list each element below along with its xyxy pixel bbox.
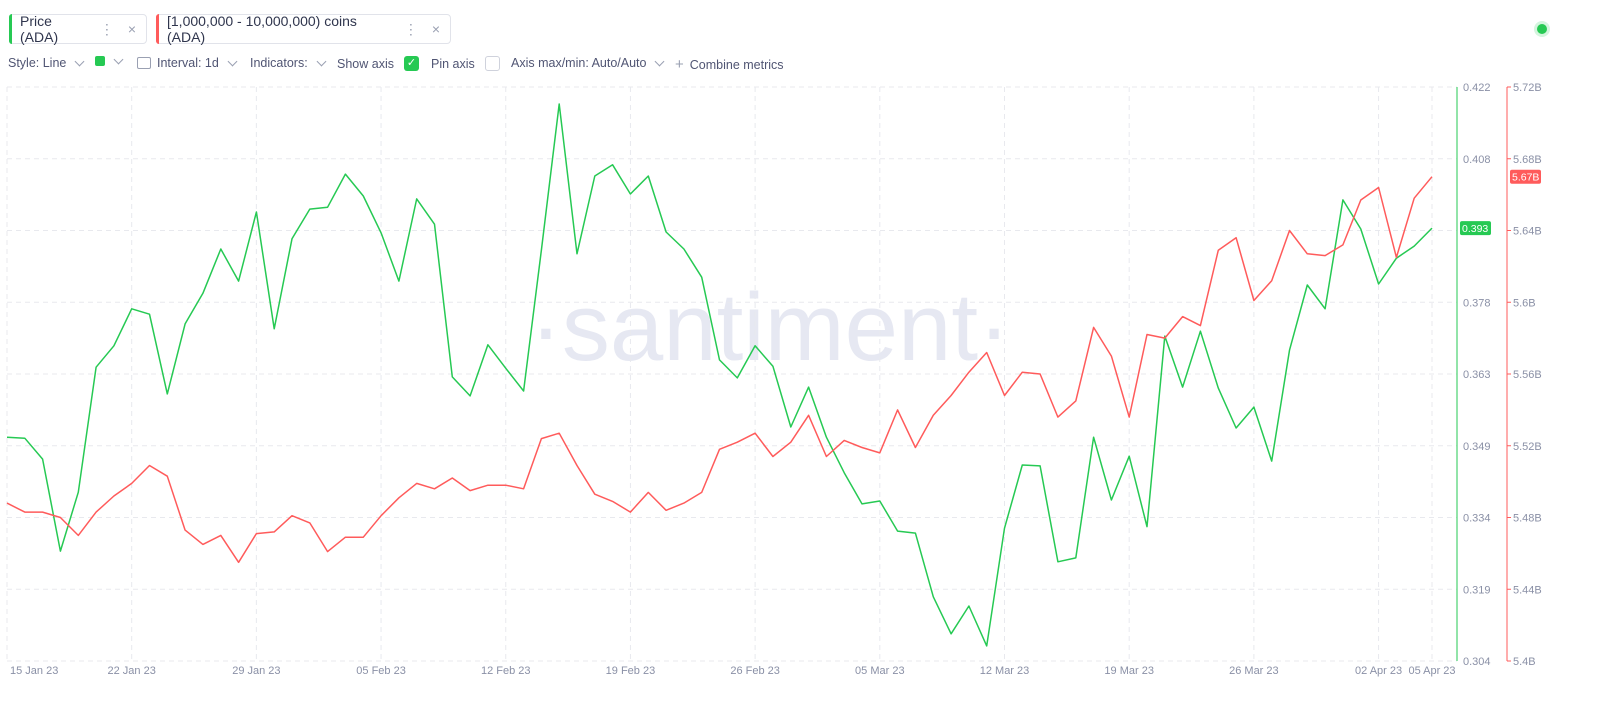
combine-metrics[interactable]: + Combine metrics xyxy=(675,56,784,73)
y2-tick-label: 5.56B xyxy=(1513,369,1542,381)
x-tick-label: 02 Apr 23 xyxy=(1355,665,1402,677)
close-icon[interactable]: × xyxy=(127,21,136,37)
metric-chip[interactable]: Price (ADA) ⋮ × xyxy=(9,13,147,45)
interval-select[interactable]: Interval: 1d xyxy=(137,56,240,70)
series-line xyxy=(6,176,1433,564)
y-tick-label: 0.304 xyxy=(1463,656,1491,668)
style-select[interactable]: Style: Line xyxy=(8,56,87,70)
y2-tick-label: 5.72B xyxy=(1513,82,1542,94)
y-tick-label: 0.422 xyxy=(1463,82,1491,94)
x-tick-label: 12 Feb 23 xyxy=(481,665,531,677)
x-tick-label: 29 Jan 23 xyxy=(232,665,280,677)
indicators-select[interactable]: Indicators: xyxy=(250,56,329,70)
last-value-badge xyxy=(1460,221,1491,236)
status-dot xyxy=(1537,24,1547,34)
label: Axis max/min: Auto/Auto xyxy=(511,56,647,70)
y-tick-label: 0.408 xyxy=(1463,154,1491,166)
series-line xyxy=(6,103,1433,647)
label: Style: Line xyxy=(8,56,67,70)
last-value-label: 5.67B xyxy=(1512,172,1539,184)
color-select[interactable] xyxy=(95,54,126,66)
y2-tick-label: 5.48B xyxy=(1513,513,1542,525)
metric-chip[interactable]: [1,000,000 - 10,000,000) coins (ADA) ⋮ × xyxy=(156,13,451,45)
y-tick-label: 0.334 xyxy=(1463,513,1491,525)
watermark: ·santiment· xyxy=(530,274,1010,381)
label: Show axis xyxy=(337,56,394,71)
y-tick-label: 0.349 xyxy=(1463,441,1491,453)
label: Combine metrics xyxy=(689,57,784,72)
metric-name: [1,000,000 - 10,000,000) coins (ADA) xyxy=(167,13,357,45)
last-value-label: 0.393 xyxy=(1462,223,1488,235)
y-tick-label: 0.378 xyxy=(1463,297,1491,309)
y2-tick-label: 5.4B xyxy=(1513,656,1536,668)
show-axis[interactable]: Show axis ✓ xyxy=(337,56,419,71)
x-tick-label: 22 Jan 23 xyxy=(108,665,156,677)
y-tick-label: 0.393 xyxy=(1463,226,1491,238)
metric-name: Price (ADA) xyxy=(20,13,59,45)
y2-tick-label: 5.52B xyxy=(1513,441,1542,453)
x-tick-label: 15 Jan 23 xyxy=(10,665,58,677)
last-value-badge xyxy=(1510,169,1541,184)
pin-axis[interactable]: Pin axis xyxy=(431,56,500,71)
x-tick-label: 05 Feb 23 xyxy=(356,665,406,677)
label: Interval: 1d xyxy=(157,56,219,70)
x-tick-label: 26 Feb 23 xyxy=(730,665,780,677)
close-icon[interactable]: × xyxy=(431,21,440,37)
x-tick-label: 05 Mar 23 xyxy=(855,665,905,677)
y2-tick-label: 5.68B xyxy=(1513,154,1542,166)
x-tick-label: 12 Mar 23 xyxy=(980,665,1030,677)
menu-icon[interactable]: ⋮ xyxy=(403,20,418,37)
label: Pin axis xyxy=(431,56,475,71)
y-tick-label: 0.363 xyxy=(1463,369,1491,381)
y-tick-label: 0.319 xyxy=(1463,584,1491,596)
y2-tick-label: 5.6B xyxy=(1513,297,1536,309)
x-tick-label: 19 Feb 23 xyxy=(606,665,656,677)
x-tick-label: 19 Mar 23 xyxy=(1104,665,1154,677)
x-tick-label: 26 Mar 23 xyxy=(1229,665,1279,677)
menu-icon[interactable]: ⋮ xyxy=(99,20,114,37)
y2-tick-label: 5.64B xyxy=(1513,226,1542,238)
label: Indicators: xyxy=(250,56,308,70)
axis-select[interactable]: Axis max/min: Auto/Auto xyxy=(511,56,667,70)
x-tick-label: 05 Apr 23 xyxy=(1408,665,1455,677)
y2-tick-label: 5.44B xyxy=(1513,584,1542,596)
